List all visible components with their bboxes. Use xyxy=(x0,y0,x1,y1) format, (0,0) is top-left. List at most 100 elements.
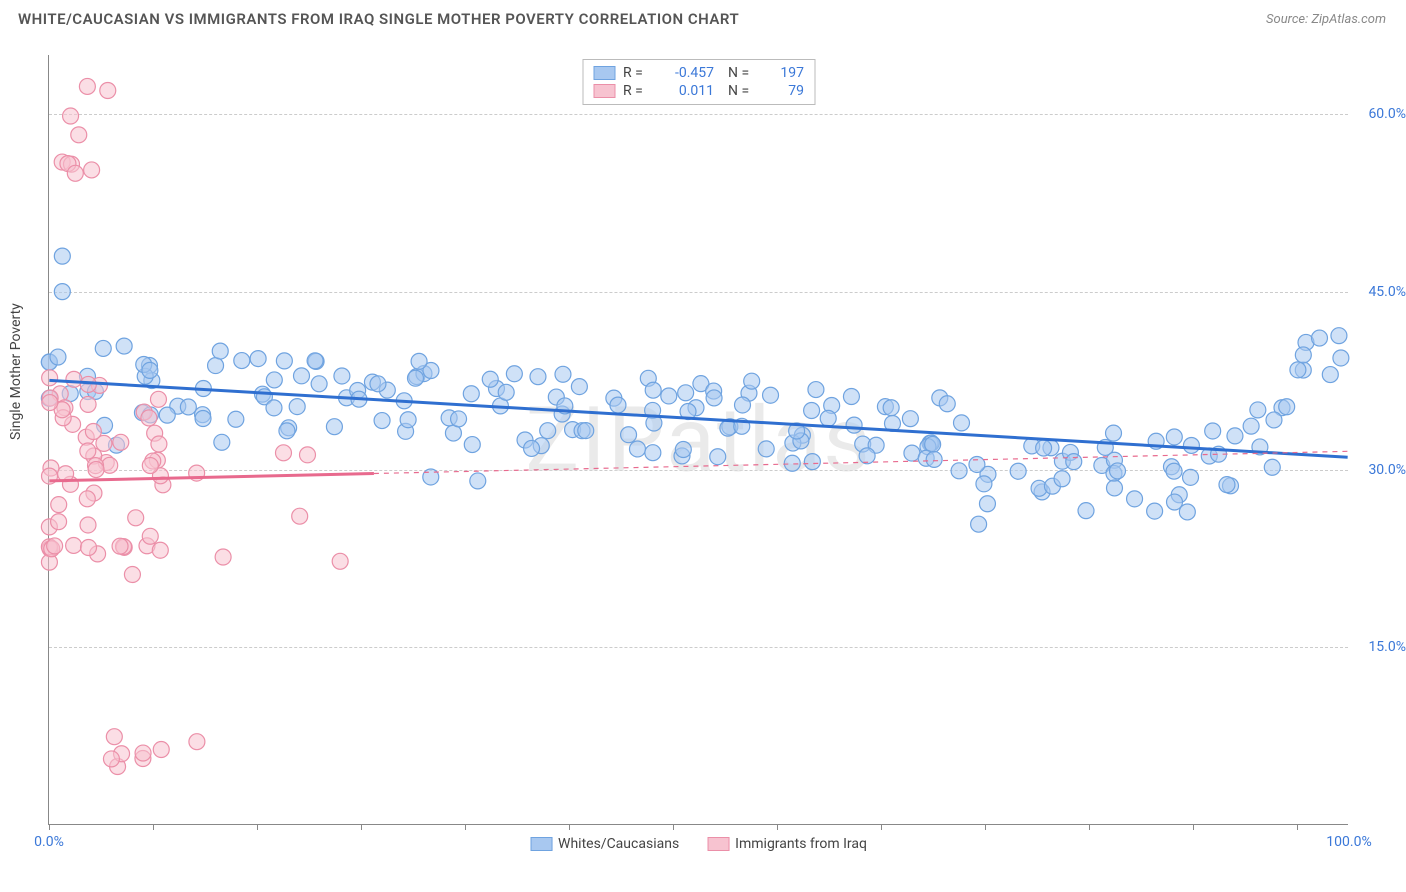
x-tick-label-min: 0.0% xyxy=(34,834,64,850)
data-point xyxy=(1166,429,1182,445)
data-point xyxy=(1227,428,1243,444)
x-tick xyxy=(153,824,154,830)
data-point xyxy=(141,410,157,426)
data-point xyxy=(1219,477,1235,493)
chart-title: WHITE/CAUCASIAN VS IMMIGRANTS FROM IRAQ … xyxy=(18,10,739,28)
plot-area: ZIPatlas R = -0.457 N = 197 R = 0.011 N … xyxy=(48,55,1348,825)
n-value-blue: 197 xyxy=(764,65,804,81)
data-point xyxy=(279,423,295,439)
data-point xyxy=(407,370,423,386)
data-point xyxy=(1066,454,1082,470)
data-point xyxy=(1331,328,1347,344)
data-point xyxy=(195,411,211,427)
data-point xyxy=(153,742,169,758)
data-point xyxy=(294,368,310,384)
r-label: R = xyxy=(623,83,651,99)
data-point xyxy=(334,368,350,384)
n-label: N = xyxy=(728,83,756,99)
data-point xyxy=(215,549,231,565)
data-point xyxy=(66,371,82,387)
n-value-pink: 79 xyxy=(764,83,804,99)
x-tick-label-max: 100.0% xyxy=(1326,834,1371,850)
data-point xyxy=(859,448,875,464)
data-point xyxy=(300,447,316,463)
r-value-pink: 0.011 xyxy=(659,83,714,99)
data-point xyxy=(1250,402,1266,418)
data-point xyxy=(42,370,58,386)
data-point xyxy=(804,454,820,470)
data-point xyxy=(1036,440,1052,456)
data-point xyxy=(81,540,97,556)
data-point xyxy=(54,248,70,264)
data-point xyxy=(150,391,166,407)
x-tick xyxy=(673,824,674,830)
x-tick xyxy=(257,824,258,830)
data-point xyxy=(846,417,862,433)
swatch-blue xyxy=(530,837,552,851)
data-point xyxy=(79,491,95,507)
data-point xyxy=(159,407,175,423)
data-point xyxy=(128,510,144,526)
data-point xyxy=(124,567,140,583)
data-point xyxy=(276,353,292,369)
n-label: N = xyxy=(728,65,756,81)
data-point xyxy=(661,388,677,404)
data-point xyxy=(66,537,82,553)
data-point xyxy=(289,399,305,415)
data-point xyxy=(113,434,129,450)
data-point xyxy=(80,396,96,412)
data-point xyxy=(1243,418,1259,434)
data-point xyxy=(374,413,390,429)
data-point xyxy=(498,384,514,400)
data-point xyxy=(212,343,228,359)
data-point xyxy=(1205,423,1221,439)
data-point xyxy=(804,403,820,419)
data-point xyxy=(370,376,386,392)
data-point xyxy=(71,127,87,143)
swatch-pink xyxy=(707,837,729,851)
data-point xyxy=(758,441,774,457)
x-tick xyxy=(1297,824,1298,830)
x-tick xyxy=(1193,824,1194,830)
legend-label-pink: Immigrants from Iraq xyxy=(735,836,867,852)
x-tick xyxy=(465,824,466,830)
data-point xyxy=(843,389,859,405)
data-point xyxy=(629,441,645,457)
data-point xyxy=(976,476,992,492)
data-point xyxy=(571,379,587,395)
data-point xyxy=(464,437,480,453)
data-point xyxy=(67,165,83,181)
data-point xyxy=(1183,469,1199,485)
data-point xyxy=(969,456,985,472)
data-point xyxy=(763,387,779,403)
data-point xyxy=(1264,459,1280,475)
legend-row-blue: R = -0.457 N = 197 xyxy=(593,64,804,82)
data-point xyxy=(106,729,122,745)
data-point xyxy=(95,340,111,356)
data-point xyxy=(47,538,63,554)
data-point xyxy=(1333,350,1349,366)
data-point xyxy=(180,399,196,415)
data-point xyxy=(820,410,836,426)
y-tick-label: 15.0% xyxy=(1368,639,1406,655)
y-tick-label: 30.0% xyxy=(1368,462,1406,478)
data-point xyxy=(54,284,70,300)
y-tick-label: 60.0% xyxy=(1368,106,1406,122)
data-point xyxy=(1106,480,1122,496)
data-point xyxy=(332,553,348,569)
x-tick xyxy=(881,824,882,830)
x-tick xyxy=(1089,824,1090,830)
data-point xyxy=(1279,399,1295,415)
source-prefix: Source: xyxy=(1266,12,1311,27)
x-tick xyxy=(569,824,570,830)
data-point xyxy=(1147,503,1163,519)
data-point xyxy=(939,396,955,412)
x-tick xyxy=(49,824,50,830)
data-point xyxy=(610,397,626,413)
data-point xyxy=(735,397,751,413)
data-point xyxy=(706,390,722,406)
data-point xyxy=(710,449,726,465)
data-point xyxy=(152,542,168,558)
data-point xyxy=(463,386,479,402)
data-point xyxy=(63,108,79,124)
